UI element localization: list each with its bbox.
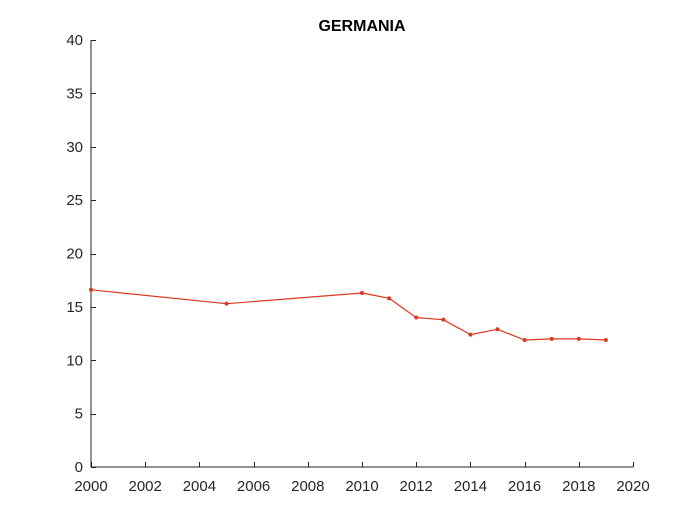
data-point: [360, 290, 364, 295]
data-point: [603, 337, 608, 342]
y-tick-label: 25: [66, 192, 83, 209]
data-point: [441, 317, 446, 322]
axes: 2000 2002 2004 2006 2008 2010 2012 2014 2016 2018…: [66, 32, 649, 495]
x-tick-label: 2008: [291, 478, 324, 495]
series-line: [90, 289, 606, 341]
data-point: [89, 287, 93, 292]
data-point: [549, 336, 554, 341]
x-tick-label: 2020: [616, 478, 649, 495]
y-tick-label: 40: [66, 32, 83, 49]
y-tick-label: 0: [75, 459, 83, 476]
data-point: [495, 327, 500, 332]
x-tick-label: 2000: [74, 478, 107, 495]
y-tick-label: 20: [66, 246, 83, 263]
data-point: [387, 296, 392, 301]
x-tick-label: 2006: [237, 478, 270, 495]
y-tick-label: 5: [75, 406, 83, 423]
y-tick-label: 35: [66, 85, 83, 102]
plot-area: [89, 287, 608, 342]
data-point: [522, 337, 527, 342]
data-point: [224, 301, 229, 306]
x-tick-label: 2014: [454, 478, 487, 495]
data-point: [414, 315, 419, 320]
data-point: [468, 332, 473, 337]
y-tick-label: 30: [66, 139, 83, 156]
x-tick-label: 2010: [345, 478, 378, 495]
x-tick-label: 2004: [183, 478, 216, 495]
y-tick-label: 10: [66, 352, 83, 369]
x-tick-label: 2012: [400, 478, 433, 495]
data-point: [576, 336, 581, 341]
x-tick-label: 2016: [508, 478, 541, 495]
y-tick-label: 15: [66, 299, 83, 316]
x-tick-label: 2018: [562, 478, 595, 495]
x-tick-label: 2002: [129, 478, 162, 495]
chart-title: GERMANIA: [318, 18, 406, 35]
